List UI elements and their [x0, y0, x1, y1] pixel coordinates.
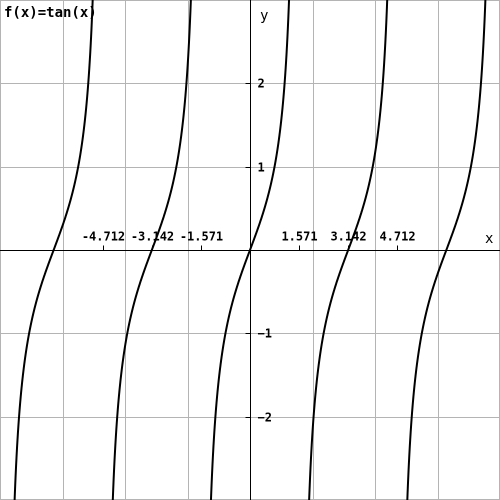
- x-tick-label: 4.712: [379, 230, 415, 244]
- y-tick-label: −1: [258, 327, 272, 341]
- tan-curve-branch: [13, 0, 94, 500]
- tan-curve-branch: [111, 0, 192, 500]
- tan-curve-branch: [308, 0, 389, 500]
- x-tick-label: 1.571: [281, 230, 317, 244]
- x-tick-label: 3.142: [330, 230, 366, 244]
- x-tick-label: -4.712: [82, 230, 125, 244]
- x-axis-label: x: [485, 231, 493, 247]
- y-tick-label: −2: [258, 411, 272, 425]
- chart-title: f(x)=tan(x): [4, 5, 97, 21]
- x-tick-label: -1.571: [180, 230, 223, 244]
- y-tick-label: 2: [258, 77, 265, 91]
- tan-curve-branch: [406, 0, 487, 500]
- tan-curve-branch: [209, 0, 291, 500]
- x-tick-label: -3.142: [131, 230, 174, 244]
- curve-layer: [13, 0, 487, 500]
- y-axis-label: y: [260, 8, 268, 24]
- tick-labels: -4.712 -3.142 -1.571 1.571 3.142 4.712 2 1 −1 −2: [82, 77, 416, 425]
- y-tick-label: 1: [258, 161, 265, 175]
